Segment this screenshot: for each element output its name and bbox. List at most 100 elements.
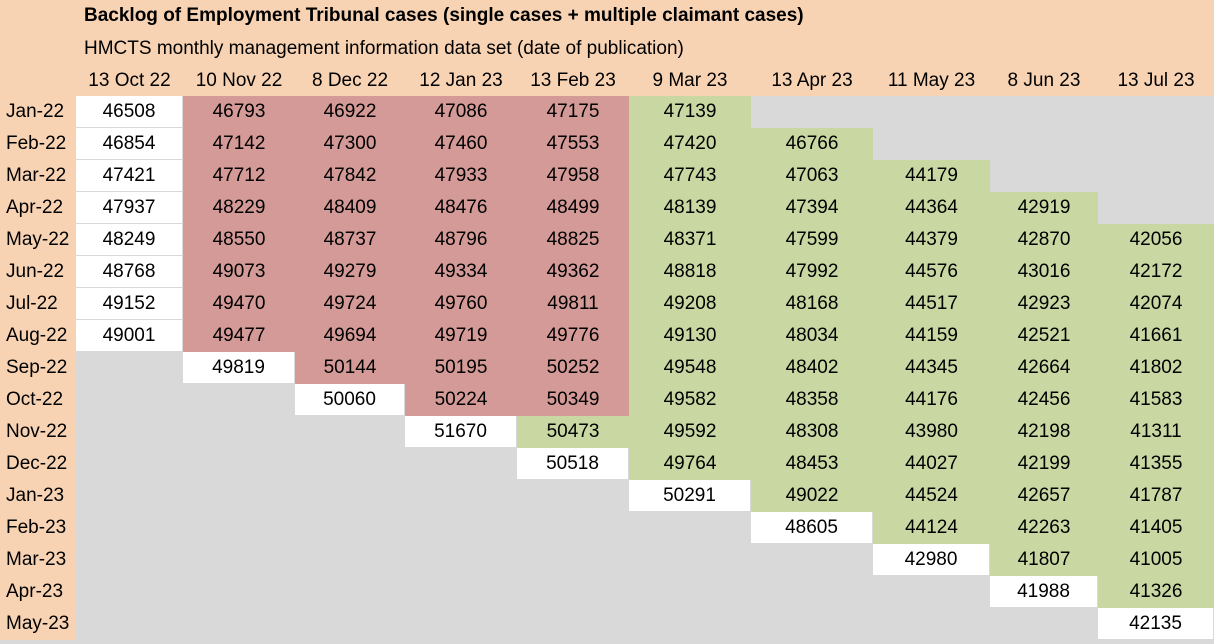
table-cell <box>517 512 629 544</box>
table-cell: 48034 <box>751 320 873 352</box>
table-cell: 44364 <box>873 192 990 224</box>
table-cell <box>183 384 295 416</box>
row-label: Apr-23 <box>0 576 76 608</box>
table-cell <box>1098 128 1214 160</box>
table-cell <box>629 608 751 640</box>
table-cell: 50195 <box>405 352 517 384</box>
table-cell: 49776 <box>517 320 629 352</box>
table-cell: 44179 <box>873 160 990 192</box>
header-corner-subtitle <box>0 32 76 66</box>
table-cell <box>751 608 873 640</box>
table-cell: 48768 <box>76 256 183 288</box>
table-cell <box>405 480 517 512</box>
table-cell <box>873 128 990 160</box>
row-label: Oct-22 <box>0 384 76 416</box>
table-cell: 41807 <box>990 544 1098 576</box>
table-cell: 42657 <box>990 480 1098 512</box>
table-cell: 43016 <box>990 256 1098 288</box>
table-cell: 42056 <box>1098 224 1214 256</box>
table-cell: 49811 <box>517 288 629 320</box>
table-cell: 44159 <box>873 320 990 352</box>
table-cell <box>295 608 405 640</box>
row-label: Sep-22 <box>0 352 76 384</box>
table-cell: 44524 <box>873 480 990 512</box>
table-cell <box>990 160 1098 192</box>
table-cell <box>990 96 1098 128</box>
row-label: Mar-23 <box>0 544 76 576</box>
table-cell: 47992 <box>751 256 873 288</box>
table-cell: 47142 <box>183 128 295 160</box>
table-cell <box>183 448 295 480</box>
table-cell: 41005 <box>1098 544 1214 576</box>
table-cell: 44345 <box>873 352 990 384</box>
table-cell: 47063 <box>751 160 873 192</box>
row-label: Aug-22 <box>0 320 76 352</box>
table-cell: 41405 <box>1098 512 1214 544</box>
table-cell: 46508 <box>76 96 183 128</box>
table-cell: 47933 <box>405 160 517 192</box>
column-header: 13 Jul 23 <box>1098 66 1214 96</box>
table-cell <box>295 576 405 608</box>
table-cell: 47300 <box>295 128 405 160</box>
column-header: 8 Dec 22 <box>295 66 405 96</box>
table-cell: 47460 <box>405 128 517 160</box>
table-cell: 41787 <box>1098 480 1214 512</box>
table-cell: 44379 <box>873 224 990 256</box>
table-cell: 50473 <box>517 416 629 448</box>
table-cell: 41988 <box>990 576 1098 608</box>
table-cell: 47394 <box>751 192 873 224</box>
table-cell: 44176 <box>873 384 990 416</box>
table-cell <box>76 448 183 480</box>
table-cell: 47743 <box>629 160 751 192</box>
table-cell: 47712 <box>183 160 295 192</box>
table-cell: 44517 <box>873 288 990 320</box>
table-cell <box>1098 96 1214 128</box>
table-cell <box>76 480 183 512</box>
table-cell: 46793 <box>183 96 295 128</box>
table-cell: 48476 <box>405 192 517 224</box>
table-cell: 42923 <box>990 288 1098 320</box>
table-cell <box>295 416 405 448</box>
table-cell: 50518 <box>517 448 629 480</box>
header-corner-columns <box>0 66 76 96</box>
table-cell: 48168 <box>751 288 873 320</box>
table-cell: 42456 <box>990 384 1098 416</box>
column-header: 13 Apr 23 <box>751 66 873 96</box>
table-cell <box>295 480 405 512</box>
table-cell: 47086 <box>405 96 517 128</box>
column-header: 11 May 23 <box>873 66 990 96</box>
table-cell <box>405 512 517 544</box>
column-header: 12 Jan 23 <box>405 66 517 96</box>
table-cell: 48249 <box>76 224 183 256</box>
table-cell: 48818 <box>629 256 751 288</box>
table-cell <box>873 576 990 608</box>
row-label: Jul-22 <box>0 288 76 320</box>
table-cell: 48358 <box>751 384 873 416</box>
table-cell: 46766 <box>751 128 873 160</box>
table-cell <box>517 480 629 512</box>
row-label: May-22 <box>0 224 76 256</box>
table-cell <box>76 384 183 416</box>
table-cell: 49152 <box>76 288 183 320</box>
table-cell <box>873 608 990 640</box>
table-cell: 47139 <box>629 96 751 128</box>
table-cell: 42870 <box>990 224 1098 256</box>
row-label: May-23 <box>0 608 76 640</box>
column-header: 8 Jun 23 <box>990 66 1098 96</box>
table-cell: 42074 <box>1098 288 1214 320</box>
table-cell: 47175 <box>517 96 629 128</box>
table-cell <box>76 352 183 384</box>
table-cell: 48737 <box>295 224 405 256</box>
table-cell <box>76 544 183 576</box>
table-cell: 49548 <box>629 352 751 384</box>
table-cell <box>76 576 183 608</box>
table-cell: 49362 <box>517 256 629 288</box>
table-cell: 48453 <box>751 448 873 480</box>
header-corner-title <box>0 0 76 32</box>
table-cell <box>183 512 295 544</box>
column-header: 10 Nov 22 <box>183 66 295 96</box>
table-cell <box>629 544 751 576</box>
table-cell <box>990 128 1098 160</box>
table-cell <box>76 416 183 448</box>
row-label: Feb-22 <box>0 128 76 160</box>
